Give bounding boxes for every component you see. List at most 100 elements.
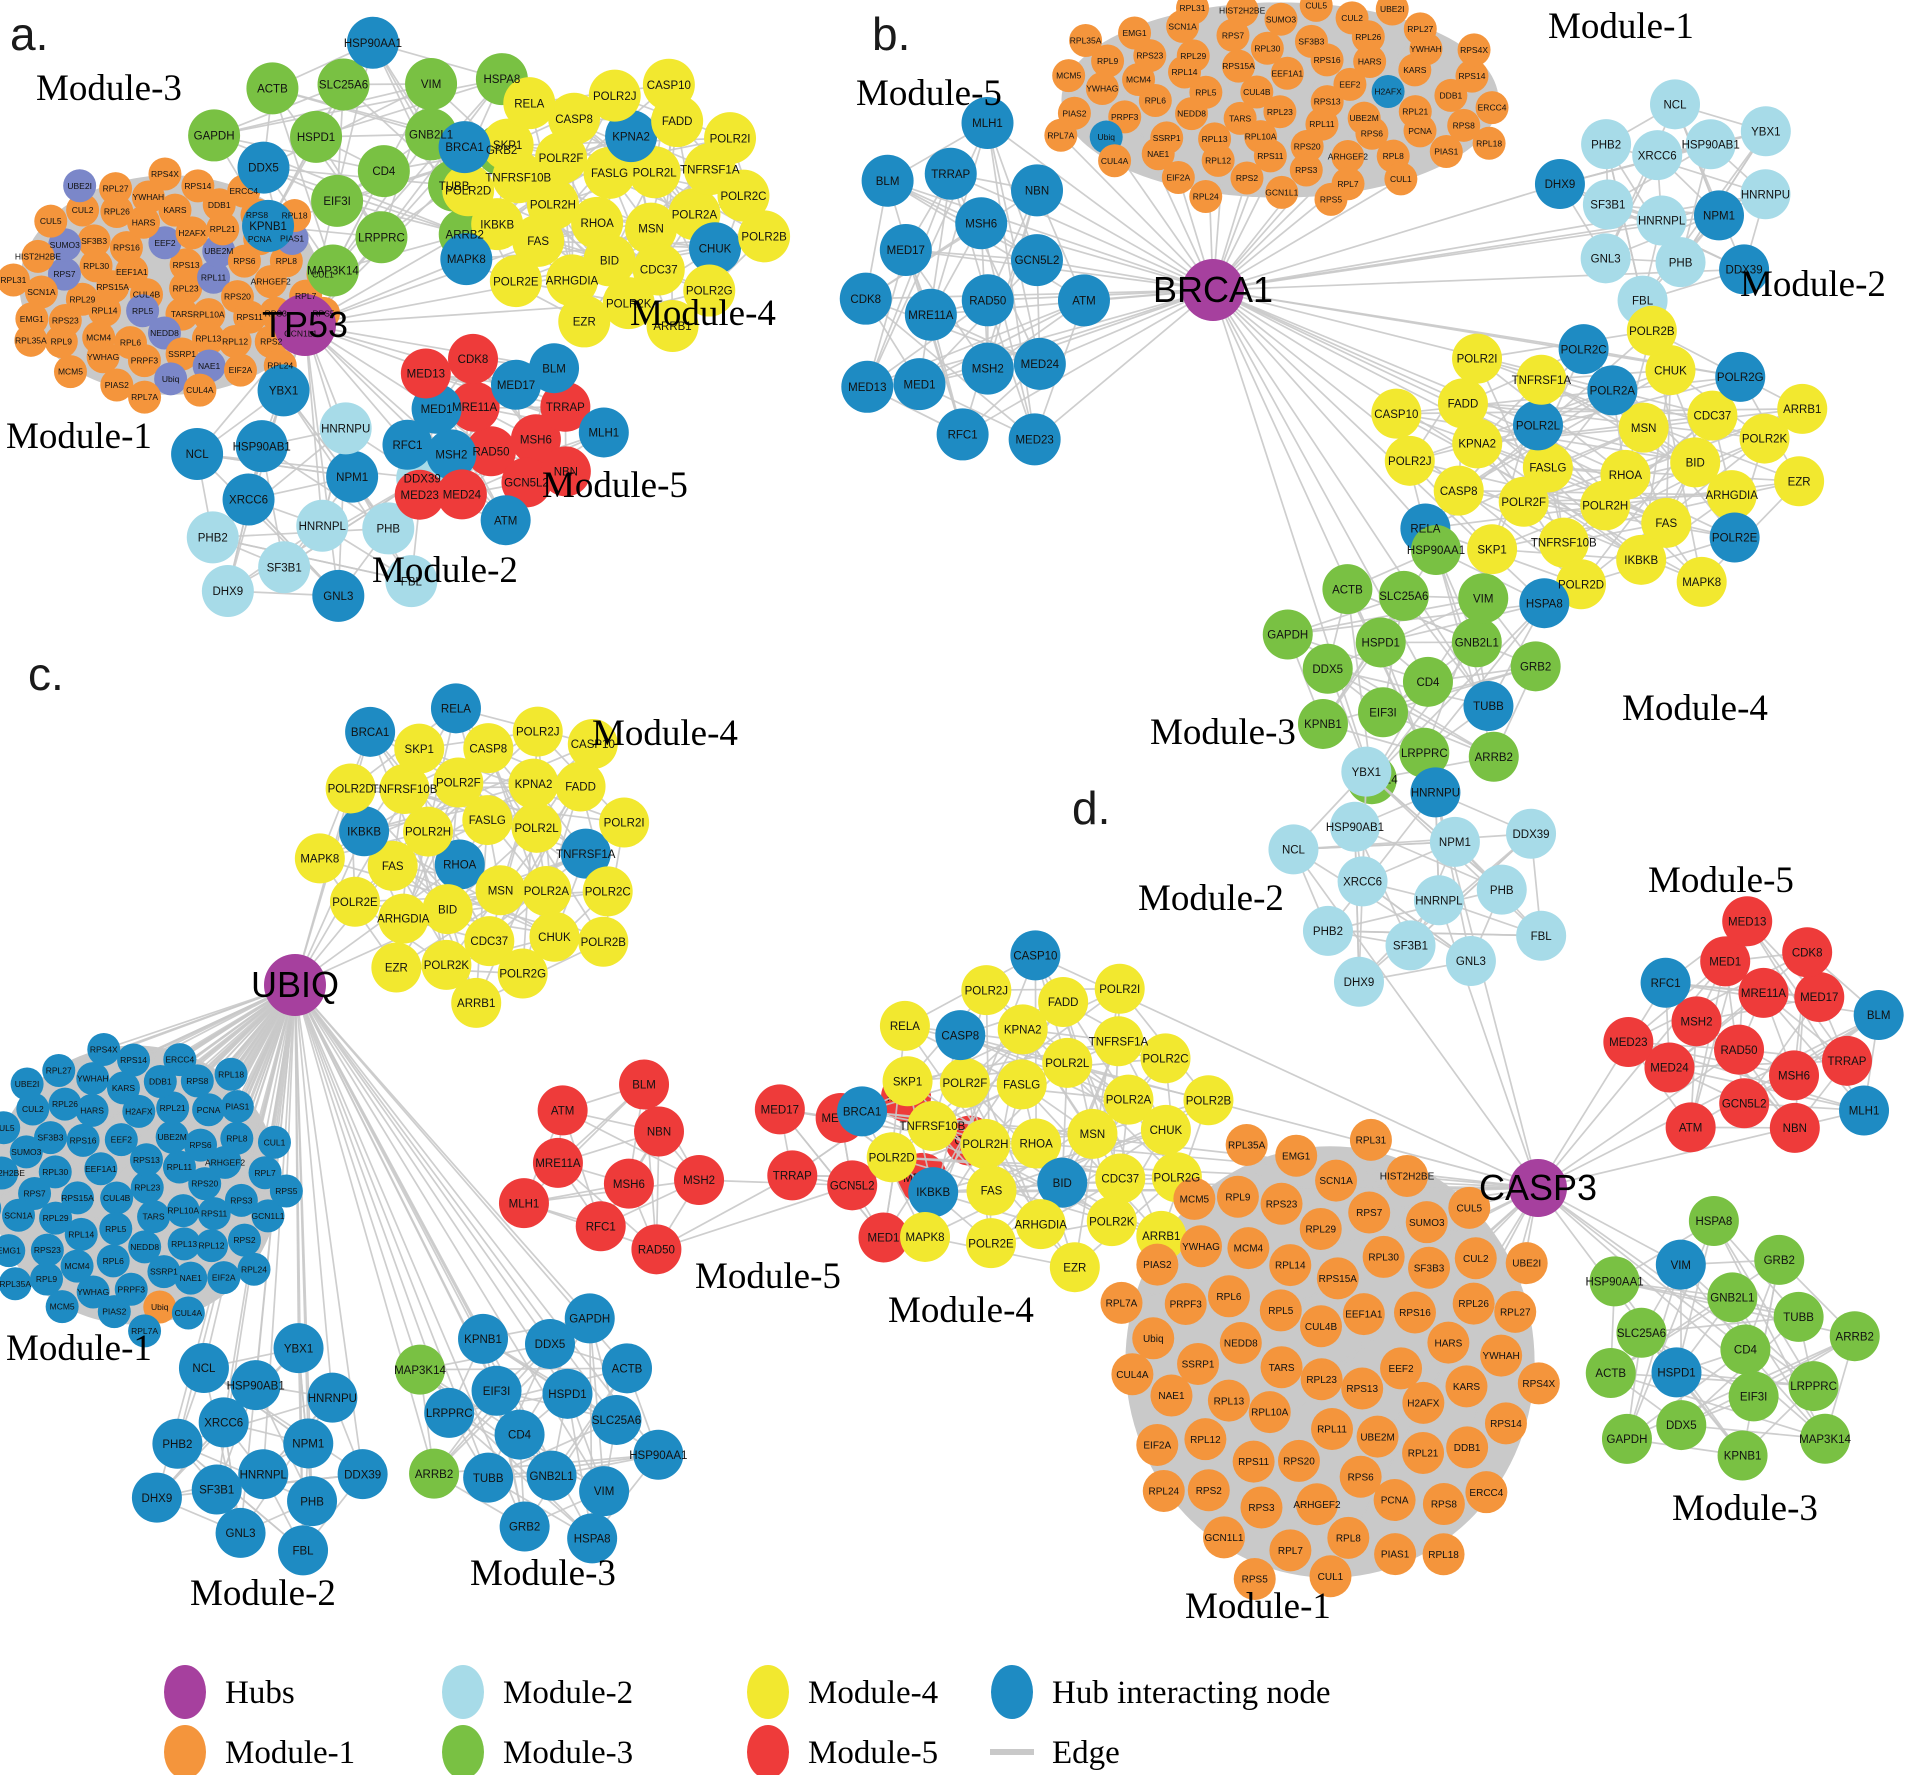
gene-node-RPS14 <box>117 1043 151 1077</box>
gene-node-label: H2AFX <box>1374 87 1402 97</box>
gene-node-label: POLR2G <box>686 286 733 298</box>
gene-node-RPL11 <box>1311 1407 1354 1450</box>
gene-node-label: POLR2E <box>332 897 378 909</box>
gene-node-label: CUL1 <box>1390 174 1412 184</box>
edge <box>655 1174 793 1251</box>
gene-node-label: NAE1 <box>1158 1391 1185 1402</box>
gene-node-RPL14 <box>64 1217 98 1251</box>
gene-node-DHX9 <box>131 1472 182 1523</box>
gene-node-HARS <box>75 1093 109 1127</box>
gene-node-label: NEDD8 <box>150 328 179 338</box>
gene-node-MSH6 <box>510 414 561 465</box>
gene-node-label: MSN <box>638 224 664 236</box>
gene-node-label: RPS23 <box>1136 51 1163 61</box>
gene-node-DDX5 <box>1302 643 1353 694</box>
gene-node-label: CUL2 <box>72 205 94 215</box>
gene-node-RPL9 <box>30 1262 64 1296</box>
gene-node-label: MED23 <box>401 490 439 502</box>
gene-node-LRPPRC <box>1399 727 1450 778</box>
gene-node-label: MED17 <box>887 245 925 257</box>
gene-node-EEF2 <box>1333 67 1367 101</box>
gene-node-label: CD4 <box>1416 677 1440 689</box>
gene-node-EIF3I <box>471 1365 522 1416</box>
gene-node-RPS8 <box>1422 1483 1465 1526</box>
hub-node-CASP3 <box>1509 1159 1567 1217</box>
gene-node-label: XRCC6 <box>229 495 268 507</box>
gene-node-label: H2AFX <box>178 228 206 238</box>
gene-node-label: TNFRSF1A <box>556 849 616 861</box>
gene-node-EIF2A <box>207 1261 241 1295</box>
gene-node-label: RPS5 <box>1242 1575 1269 1586</box>
gene-node-label: SF3B1 <box>267 562 302 574</box>
gene-node-ACTB <box>246 62 299 115</box>
gene-node-label: NCL <box>1282 845 1306 857</box>
gene-node-label: HIST2H2BE <box>1380 1172 1435 1183</box>
gene-node-label: RPL26 <box>104 207 130 217</box>
legend-swatch-module-5 <box>747 1725 789 1775</box>
gene-node-label: MAPK8 <box>1682 577 1721 589</box>
gene-node-label: TNFRSF10B <box>485 172 551 184</box>
gene-node-label: ARHGDIA <box>1014 1219 1067 1231</box>
gene-node-label: GNB2L1 <box>409 129 453 141</box>
gene-node-PRPF3 <box>1164 1282 1207 1325</box>
edge <box>1409 833 1532 947</box>
gene-node-MAPK8 <box>900 1211 951 1262</box>
gene-node-NCL <box>1650 79 1701 130</box>
gene-node-label: DHX9 <box>1344 977 1375 989</box>
gene-node-MED23 <box>1008 413 1061 466</box>
gene-node-label: POLR2E <box>493 276 539 288</box>
gene-node-label: ARHGDIA <box>377 914 430 926</box>
gene-node-CASP10 <box>1010 930 1061 981</box>
gene-node-label: MRE11A <box>452 402 497 414</box>
gene-node-XRCC6 <box>1337 856 1388 907</box>
gene-node-BRCA1 <box>438 121 491 174</box>
gene-node-label: EIF2A <box>229 365 253 375</box>
gene-node-CHUK <box>1645 345 1696 396</box>
gene-node-CUL2 <box>1454 1237 1497 1280</box>
gene-node-label: BRCA1 <box>445 142 483 154</box>
gene-node-label: RPS14 <box>1490 1419 1522 1430</box>
gene-node-label: FAS <box>1655 518 1677 530</box>
gene-node-label: FASLG <box>1003 1080 1040 1092</box>
gene-node-label: MAP3K14 <box>394 1365 446 1377</box>
module-label-d-module1: Module-1 <box>1185 1586 1331 1627</box>
gene-node-NEDD8 <box>1219 1322 1262 1365</box>
gene-node-label: MSH6 <box>613 1179 645 1191</box>
panel-letter-b: b. <box>872 8 910 60</box>
gene-node-label: BLM <box>876 176 900 188</box>
gene-node-HSPA8 <box>1688 1195 1739 1246</box>
gene-node-BLM <box>1853 990 1904 1041</box>
gene-node-label: POLR2G <box>499 969 546 981</box>
gene-node-RPS2 <box>1187 1469 1230 1512</box>
gene-node-label: HSPD1 <box>1657 1368 1695 1380</box>
gene-node-label: HSPA8 <box>1695 1216 1732 1228</box>
gene-node-label: RPL12 <box>1205 155 1231 165</box>
gene-node-label: EIF3I <box>323 196 350 208</box>
gene-node-PHB <box>1476 864 1527 915</box>
gene-node-label: DHX9 <box>142 1493 173 1505</box>
gene-node-FAS <box>1641 497 1692 548</box>
gene-node-label: POLR2C <box>1561 344 1607 356</box>
gene-node-CUL4B <box>1300 1305 1343 1348</box>
gene-node-label: MRE11A <box>535 1158 580 1170</box>
gene-node-label: BID <box>1686 458 1705 470</box>
gene-node-label: POLR2I <box>710 133 751 145</box>
gene-node-label: RPL29 <box>1180 51 1206 61</box>
gene-node-label: RPL5 <box>1195 87 1217 97</box>
edge <box>1537 1187 1746 1351</box>
gene-node-SKP1 <box>1467 524 1518 575</box>
gene-node-RPL10A <box>192 298 226 332</box>
edge <box>1610 1372 1826 1440</box>
gene-node-SF3B1 <box>1582 179 1633 230</box>
gene-node-CUL4A <box>1111 1353 1154 1396</box>
gene-node-FAS <box>966 1165 1017 1216</box>
module-label-a-module4: Module-4 <box>630 293 776 334</box>
gene-node-label: RPL14 <box>92 305 118 315</box>
gene-node-EEF2 <box>104 1123 138 1157</box>
gene-node-label: GNB2L1 <box>1710 1293 1754 1305</box>
gene-node-label: RFC1 <box>948 430 978 442</box>
gene-node-DDB1 <box>143 1065 177 1099</box>
edge <box>1212 289 1373 780</box>
gene-node-label: POLR2D <box>328 784 374 796</box>
gene-node-label: IKBKB <box>1624 555 1658 567</box>
